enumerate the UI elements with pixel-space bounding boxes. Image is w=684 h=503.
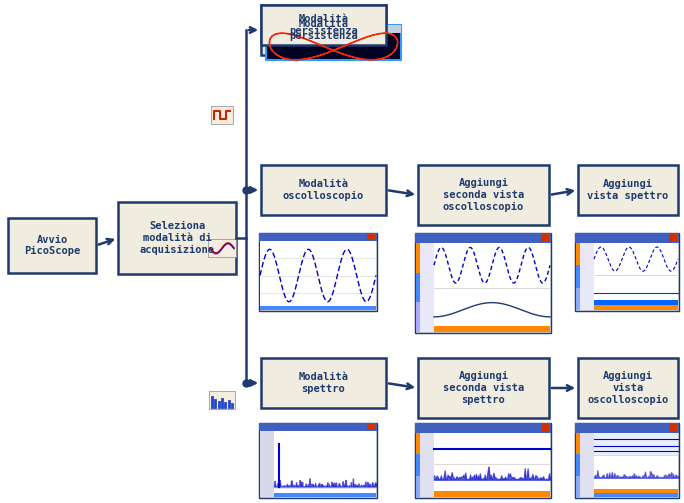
- Bar: [578, 165, 678, 215]
- Bar: [576, 243, 678, 310]
- Bar: [594, 433, 678, 455]
- Bar: [416, 243, 420, 273]
- Bar: [415, 423, 551, 498]
- Bar: [416, 433, 550, 497]
- Bar: [266, 25, 401, 33]
- Bar: [259, 233, 377, 241]
- Bar: [367, 424, 375, 430]
- Bar: [261, 165, 386, 215]
- Bar: [274, 493, 376, 497]
- Bar: [260, 241, 376, 310]
- Bar: [541, 424, 549, 432]
- Bar: [576, 288, 580, 310]
- Text: Aggiungi
seconda vista
oscolloscopio: Aggiungi seconda vista oscolloscopio: [443, 179, 524, 212]
- Bar: [8, 218, 96, 273]
- Bar: [415, 423, 551, 433]
- Bar: [576, 476, 580, 497]
- Bar: [259, 233, 377, 311]
- Bar: [260, 431, 274, 497]
- Text: Aggiungi
vista spettro: Aggiungi vista spettro: [588, 179, 669, 201]
- Bar: [208, 239, 236, 257]
- Bar: [434, 326, 550, 332]
- Text: Seleziona
modalità di
acquisizione: Seleziona modalità di acquisizione: [140, 221, 215, 255]
- Bar: [575, 423, 679, 433]
- Text: Aggiungi
vista
oscolloscopio: Aggiungi vista oscolloscopio: [588, 371, 669, 404]
- Bar: [416, 243, 434, 332]
- Bar: [416, 273, 420, 302]
- Bar: [415, 233, 551, 333]
- Bar: [578, 358, 678, 418]
- Bar: [259, 423, 377, 431]
- Bar: [260, 431, 376, 497]
- Bar: [541, 234, 549, 242]
- Bar: [576, 243, 580, 266]
- Bar: [416, 476, 420, 497]
- Bar: [576, 433, 594, 497]
- Bar: [261, 358, 386, 408]
- Bar: [575, 423, 679, 498]
- Bar: [594, 455, 678, 490]
- Bar: [594, 300, 678, 305]
- Bar: [118, 202, 236, 274]
- Bar: [576, 243, 594, 310]
- Bar: [418, 358, 549, 418]
- Text: Modalità
persistenza: Modalità persistenza: [289, 19, 358, 41]
- Bar: [594, 489, 678, 493]
- Bar: [261, 5, 386, 55]
- Bar: [416, 433, 434, 497]
- Bar: [594, 305, 678, 310]
- Bar: [434, 491, 550, 497]
- Text: Modalità
persistenza: Modalità persistenza: [289, 14, 358, 36]
- Bar: [416, 302, 420, 332]
- Bar: [260, 306, 376, 310]
- Bar: [415, 233, 551, 243]
- Bar: [576, 433, 678, 497]
- Text: Modalità
spettro: Modalità spettro: [298, 372, 349, 394]
- Text: Avvio
PicoScope: Avvio PicoScope: [24, 235, 80, 257]
- Text: Aggiungi
seconda vista
spettro: Aggiungi seconda vista spettro: [443, 371, 524, 404]
- Bar: [418, 165, 549, 225]
- Bar: [416, 454, 420, 476]
- Bar: [594, 493, 678, 497]
- Bar: [259, 423, 377, 498]
- Bar: [261, 5, 386, 45]
- Bar: [211, 106, 233, 124]
- Bar: [669, 234, 677, 242]
- Bar: [669, 424, 677, 432]
- Bar: [575, 233, 679, 311]
- Text: Modalità
oscolloscopio: Modalità oscolloscopio: [283, 179, 364, 201]
- Bar: [416, 433, 420, 454]
- Bar: [209, 391, 235, 409]
- Bar: [576, 433, 580, 454]
- Bar: [576, 266, 580, 288]
- Bar: [266, 25, 401, 60]
- Bar: [575, 233, 679, 243]
- Bar: [416, 243, 550, 332]
- Bar: [576, 454, 580, 476]
- Bar: [367, 234, 375, 240]
